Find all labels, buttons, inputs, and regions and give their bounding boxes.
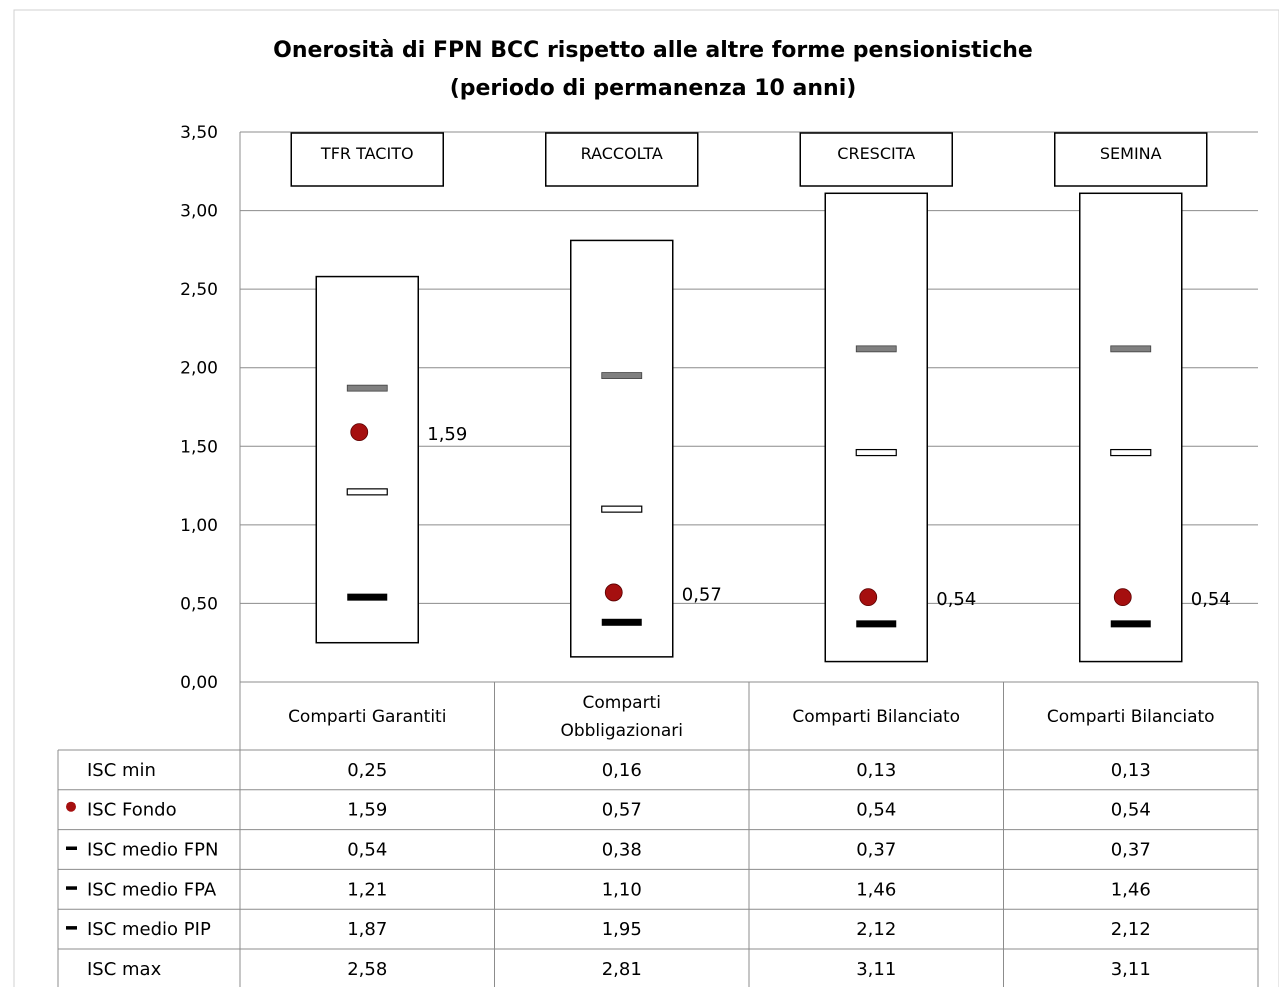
legend-dash-marker [66,926,77,930]
fondo-value-label: 1,59 [427,424,467,445]
table-cell-value: 0,54 [1111,800,1151,821]
fondo-dot [604,583,623,602]
legend-dot-marker [66,801,76,812]
fondo-dot [859,588,878,607]
fpa-dash [855,448,897,457]
chart-title: Onerosità di FPN BCC rispetto alle altre… [273,38,1033,63]
series-name: ISC min [87,760,156,781]
category-label: Comparti Garantiti [288,707,446,727]
pip-dash [346,384,388,392]
y-tick-label: 0,00 [180,673,218,693]
fondo-value-label: 0,54 [936,589,976,610]
table-cell-value: 0,37 [856,840,896,861]
category-label: Comparti [583,693,661,713]
y-axis: 0,00 0,50 1,00 1,50 2,00 2,50 3,00 3,50 [180,123,218,693]
series-name: ISC medio FPA [87,879,217,900]
pip-dash [1110,345,1152,353]
y-tick-label: 2,00 [180,359,218,379]
table-cell-value: 1,95 [602,919,642,940]
fondo-dot [350,423,369,442]
y-tick-label: 1,50 [180,437,218,457]
table-cell-value: 2,81 [602,959,642,980]
table-cell-value: 2,58 [347,959,387,980]
table-cell-value: 0,13 [1111,760,1151,781]
range-box [315,275,419,644]
table-cell-value: 2,12 [1111,919,1151,940]
category-box-label: TFR TACITO [320,144,414,163]
series-name: ISC Fondo [87,800,177,821]
table-cell-value: 0,57 [602,800,642,821]
y-tick-label: 2,50 [180,280,218,300]
category-box-frame [799,132,953,187]
data-table: Comparti Garantiti Comparti Obbligazionari… [57,681,1259,987]
table-cell-value: 0,38 [602,840,642,861]
y-tick-label: 1,00 [180,516,218,536]
category-label: Comparti Bilanciato [1047,707,1215,727]
chart-subtitle: (periodo di permanenza 10 anni) [450,76,857,101]
table-cell-value: 1,46 [1111,879,1151,900]
table-cell-value: 1,10 [602,879,642,900]
fpn-dash [601,618,642,626]
fondo-value-label: 0,57 [682,584,722,605]
y-tick-label: 0,50 [180,594,218,614]
category-box-frame [1054,132,1208,187]
table-cell-value: 1,21 [347,879,387,900]
series-name: ISC max [87,959,162,980]
range-box [1079,192,1183,663]
range-boxes: TFR TACITO 1,59 RACCOLTA 0,57 CRESCITA 0,54 SE… [290,132,1231,663]
fondo-value-label: 0,54 [1191,589,1231,610]
fpa-dash [601,505,643,513]
fpn-dash [347,593,388,601]
category-box-frame [545,132,699,187]
fondo-dot [1113,588,1132,607]
category-box-label: SEMINA [1100,144,1162,163]
y-tick-label: 3,00 [180,202,218,222]
pip-dash [855,345,897,353]
chart-border [13,9,1279,987]
category-label: Obbligazionari [560,721,683,741]
legend-dash-marker [66,886,77,890]
pip-dash [601,372,643,379]
fpa-dash [1110,448,1152,457]
table-cell-value: 3,11 [856,959,896,980]
range-box [570,239,674,658]
table-cell-value: 0,25 [347,760,387,781]
table-cell-value: 1,59 [347,800,387,821]
series-name: ISC medio FPN [87,840,218,861]
y-tick-label: 3,50 [180,123,218,143]
table-cell-value: 0,16 [602,760,642,781]
table-cell-value: 1,87 [347,919,387,940]
table-cell-value: 1,46 [856,879,896,900]
range-box [824,192,928,663]
series-name: ISC medio PIP [87,919,211,940]
legend-dash-marker [66,846,77,850]
table-cell-value: 0,54 [347,840,387,861]
category-box-label: RACCOLTA [581,144,663,163]
category-label: Comparti Bilanciato [792,707,960,727]
fpn-dash [856,620,897,628]
table-cell-value: 0,54 [856,800,896,821]
category-box-label: CRESCITA [837,144,915,163]
category-box-frame [290,132,444,187]
fpn-dash [1110,620,1151,628]
table-cell-value: 3,11 [1111,959,1151,980]
fpa-dash [346,488,388,496]
table-cell-value: 0,13 [856,760,896,781]
table-cell-value: 2,12 [856,919,896,940]
table-cell-value: 0,37 [1111,840,1151,861]
